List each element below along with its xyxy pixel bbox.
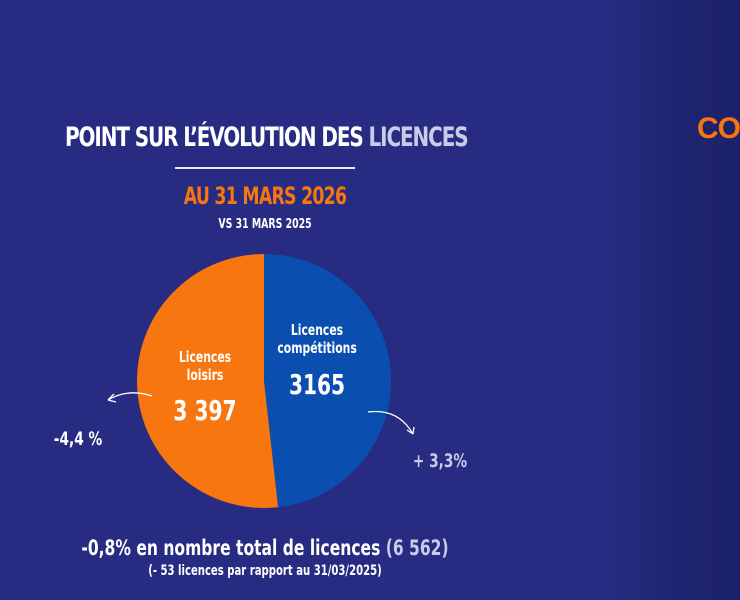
side-heading: CO: [697, 112, 740, 145]
compare-date: VS 31 MARS 2025: [218, 217, 312, 232]
pie-slice-loisirs: [136, 254, 279, 508]
arrow-right-icon: [367, 410, 415, 435]
loisirs-value: 3 397: [173, 394, 237, 427]
page-title: POINT SUR L’ÉVOLUTION DES LICENCES: [65, 122, 469, 153]
loisirs-label-line2: loisirs: [186, 366, 224, 384]
competitions-value: 3165: [288, 368, 346, 401]
arrow-left-icon: [107, 392, 153, 403]
total-value: (6 562): [385, 536, 449, 560]
total-detail: (- 53 licences par rapport au 31/03/2025…: [148, 563, 382, 579]
date-heading: AU 31 MARS 2026: [183, 182, 347, 210]
title-main: POINT SUR L’ÉVOLUTION DES: [65, 122, 369, 153]
competitions-label: Licences compétitions: [277, 321, 356, 357]
title-fade: LICENCES: [368, 122, 468, 153]
loisirs-label: Licences loisirs: [173, 348, 238, 384]
loisirs-label-line1: Licences: [178, 348, 232, 366]
competitions-label-line1: Licences: [290, 321, 344, 339]
title-underline: [175, 167, 355, 169]
loisirs-change: -4,4 %: [53, 428, 103, 450]
pie-slice-competitions: [264, 254, 391, 508]
total-text: -0,8% en nombre total de licences: [81, 536, 386, 560]
competitions-change: + 3,3%: [412, 450, 468, 472]
total-summary: -0,8% en nombre total de licences (6 562…: [69, 536, 461, 560]
competitions-label-line2: compétitions: [277, 339, 357, 357]
